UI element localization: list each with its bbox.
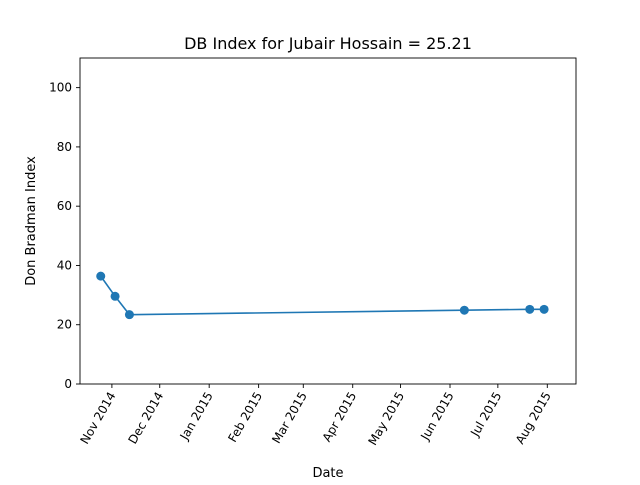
data-point — [96, 271, 106, 281]
y-tick-label: 20 — [57, 318, 72, 332]
y-axis-label: Don Bradman Index — [24, 156, 39, 286]
y-tick-label: 80 — [57, 140, 72, 154]
y-tick-label: 100 — [49, 81, 72, 95]
y-tick-label: 0 — [64, 377, 72, 391]
y-tick-label: 40 — [57, 258, 72, 272]
x-axis-label: Date — [312, 466, 343, 480]
data-point — [539, 304, 549, 314]
data-point — [459, 305, 469, 315]
data-point — [110, 291, 120, 301]
data-point — [525, 304, 535, 314]
axes-frame — [79, 57, 577, 385]
data-point — [124, 310, 134, 320]
y-tick-label: 60 — [57, 199, 72, 213]
chart-title: DB Index for Jubair Hossain = 25.21 — [184, 34, 472, 53]
